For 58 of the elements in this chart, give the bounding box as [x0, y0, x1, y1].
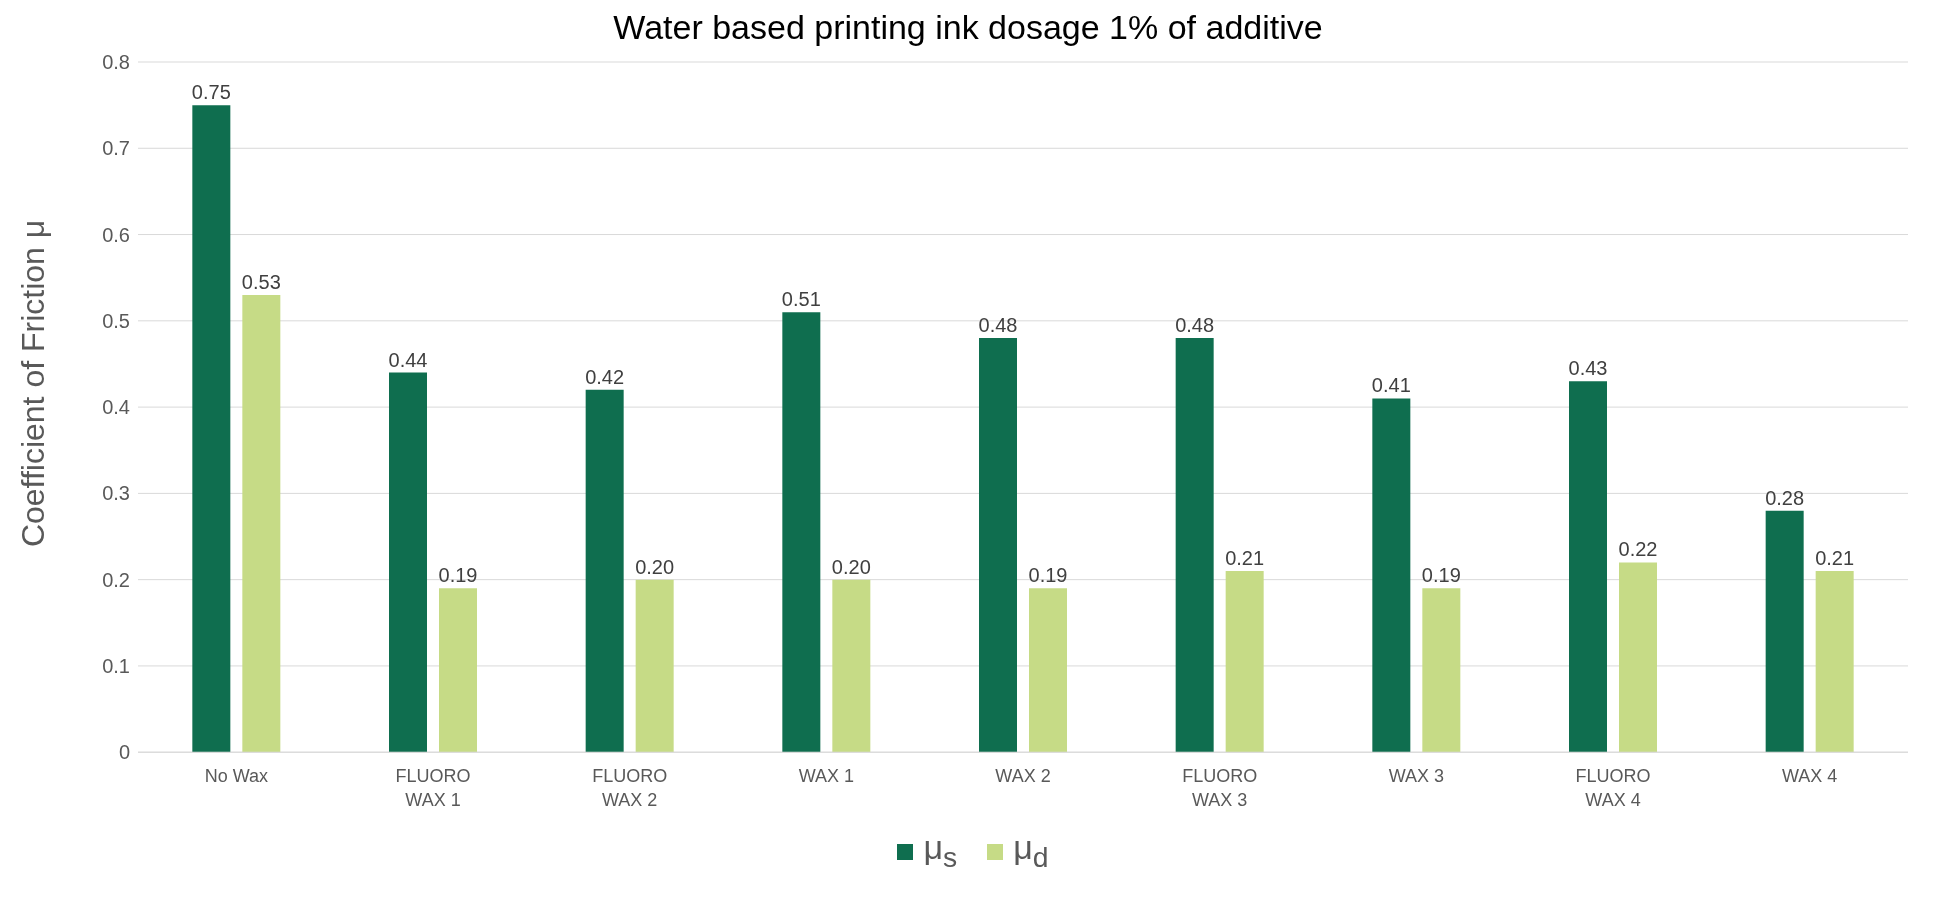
data-label: 0.75 [191, 81, 231, 104]
data-label: 0.44 [388, 348, 428, 371]
data-label: 0.41 [1371, 374, 1411, 397]
data-label: 0.19 [438, 564, 478, 587]
y-tick-label: 0 [118, 741, 130, 764]
x-tick-label: WAX 4 [1781, 766, 1838, 787]
data-label: 0.48 [978, 314, 1018, 337]
bar [1372, 398, 1411, 753]
bar [439, 588, 477, 753]
data-label: 0.21 [1815, 547, 1855, 570]
y-tick-label: 0.4 [102, 396, 130, 419]
data-label: 0.20 [831, 555, 871, 578]
bar [635, 579, 674, 753]
data-label: 0.21 [1225, 547, 1265, 570]
x-tick-label: FLUORO WAX 4 [1575, 766, 1651, 811]
bar [1225, 571, 1264, 753]
bar [832, 579, 871, 753]
data-label: 0.51 [781, 288, 821, 311]
y-tick-label: 0.8 [102, 51, 130, 74]
data-label: 0.43 [1568, 357, 1608, 380]
y-tick-label: 0.3 [102, 482, 130, 505]
x-tick-label: WAX 2 [995, 766, 1051, 787]
chart-title: Water based printing ink dosage 1% of additive [612, 8, 1324, 48]
bar [242, 294, 281, 753]
x-tick-label: FLUORO WAX 1 [395, 766, 471, 811]
y-tick-label: 0.6 [102, 223, 130, 246]
bar [1619, 562, 1657, 753]
bar [1029, 588, 1067, 753]
bar [1569, 381, 1607, 753]
data-label: 0.20 [635, 555, 675, 578]
y-axis-title: Coefficient of Friction μ [15, 219, 52, 548]
x-tick-label: FLUORO WAX 2 [592, 766, 668, 811]
y-tick-label: 0.1 [102, 655, 130, 678]
data-label: 0.28 [1765, 486, 1805, 509]
bar [1815, 571, 1854, 753]
bar [1175, 338, 1214, 753]
y-tick-label: 0.2 [102, 568, 130, 591]
bar [1765, 510, 1804, 753]
x-tick-label: WAX 1 [798, 766, 855, 787]
data-label: 0.48 [1175, 314, 1215, 337]
bar [585, 389, 624, 753]
bar [979, 338, 1017, 753]
data-label: 0.42 [585, 365, 625, 388]
y-tick-label: 0.5 [102, 309, 130, 332]
data-label: 0.19 [1028, 564, 1068, 587]
bar [192, 105, 231, 753]
bar [782, 312, 821, 753]
data-label: 0.19 [1421, 564, 1461, 587]
bar [389, 372, 427, 753]
y-tick-label: 0.7 [102, 137, 130, 160]
bar [1422, 588, 1461, 753]
legend-label: μ$_{s}$ [923, 827, 958, 875]
x-tick-label: WAX 3 [1388, 766, 1445, 787]
data-label: 0.53 [241, 270, 281, 293]
x-tick-label: No Wax [204, 766, 269, 787]
data-label: 0.22 [1618, 538, 1658, 561]
x-tick-label: FLUORO WAX 3 [1182, 766, 1258, 811]
legend-label: μ$_{d}$ [1013, 827, 1049, 875]
